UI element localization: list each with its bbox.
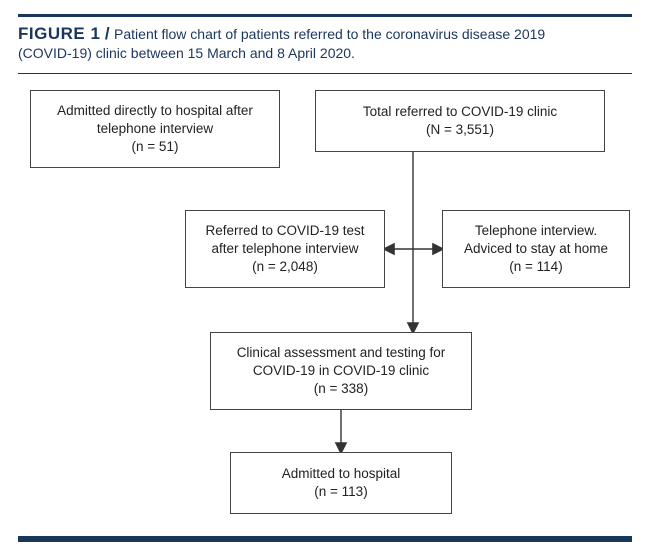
node-text: (n = 51) bbox=[132, 138, 179, 156]
node-admitted: Admitted to hospital (n = 113) bbox=[230, 452, 452, 514]
node-text: (n = 2,048) bbox=[252, 258, 318, 276]
node-text: Clinical assessment and testing for bbox=[237, 344, 446, 362]
caption-part-1: Patient flow chart of patients referred … bbox=[114, 26, 545, 42]
node-ref-test: Referred to COVID-19 test after telephon… bbox=[185, 210, 385, 288]
figure-container: FIGURE 1 / Patient flow chart of patient… bbox=[0, 0, 650, 556]
bottom-rule bbox=[18, 536, 632, 542]
node-total-referred: Total referred to COVID-19 clinic (N = 3… bbox=[315, 90, 605, 152]
flowchart: Admitted directly to hospital after tele… bbox=[0, 80, 650, 536]
node-text: Total referred to COVID-19 clinic bbox=[363, 103, 557, 121]
caption-row-1: FIGURE 1 / Patient flow chart of patient… bbox=[18, 24, 632, 44]
caption-part-2: (COVID-19) clinic between 15 March and 8… bbox=[18, 44, 632, 63]
node-text: (n = 114) bbox=[509, 258, 562, 276]
node-text: (n = 338) bbox=[314, 380, 368, 398]
node-text: Referred to COVID-19 test bbox=[205, 222, 364, 240]
top-rule bbox=[18, 14, 632, 17]
node-phone-home: Telephone interview. Adviced to stay at … bbox=[442, 210, 630, 288]
node-text: (N = 3,551) bbox=[426, 121, 494, 139]
node-text: Admitted to hospital bbox=[282, 465, 401, 483]
node-text: Telephone interview. bbox=[475, 222, 597, 240]
figure-label: FIGURE 1 bbox=[18, 24, 100, 43]
node-admitted-direct: Admitted directly to hospital after tele… bbox=[30, 90, 280, 168]
node-text: after telephone interview bbox=[211, 240, 358, 258]
figure-slash: / bbox=[105, 24, 110, 43]
node-text: Adviced to stay at home bbox=[464, 240, 608, 258]
node-clinical: Clinical assessment and testing for COVI… bbox=[210, 332, 472, 410]
figure-header: FIGURE 1 / Patient flow chart of patient… bbox=[18, 24, 632, 74]
node-text: COVID-19 in COVID-19 clinic bbox=[253, 362, 429, 380]
node-text: telephone interview bbox=[97, 120, 213, 138]
node-text: (n = 113) bbox=[314, 483, 367, 501]
node-text: Admitted directly to hospital after bbox=[57, 102, 253, 120]
